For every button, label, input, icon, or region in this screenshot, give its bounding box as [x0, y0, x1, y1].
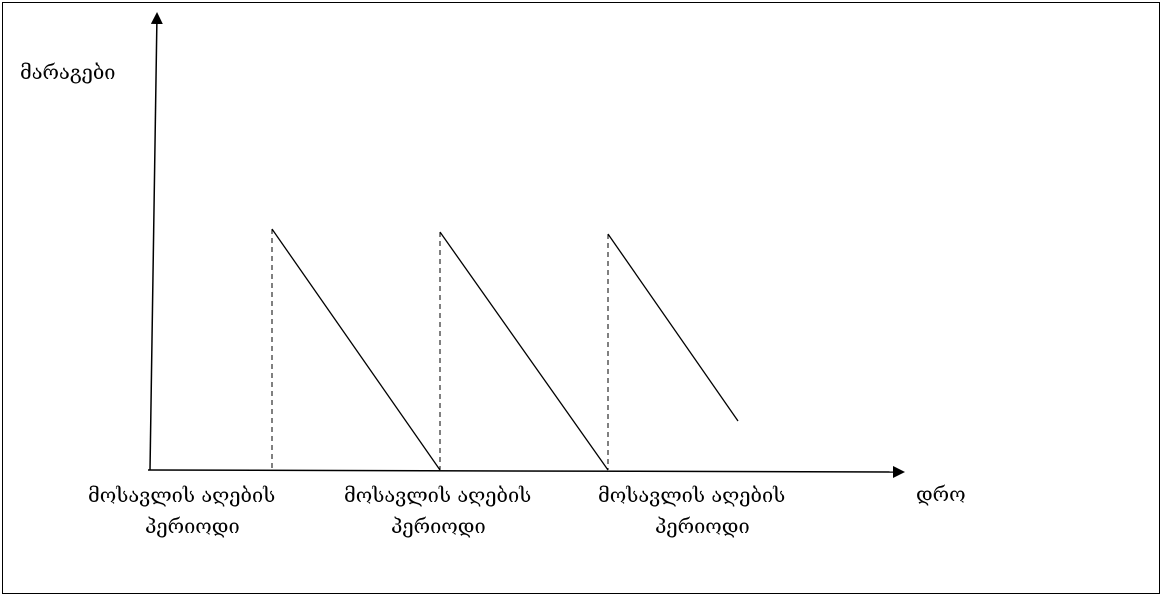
inventory-decline-3 [607, 233, 739, 422]
y-axis-label: მარაგები [20, 60, 116, 84]
period-label-3-line1: მოსავლის აღების [598, 483, 786, 507]
period-label-1-line1: მოსავლის აღების [88, 483, 276, 507]
period-label-3-line2: პერიოდი [655, 514, 750, 538]
inventory-decline-2 [439, 231, 609, 471]
x-axis [147, 465, 905, 478]
period-label-1-line2: პერიოდი [145, 514, 240, 538]
x-axis-label: დრო [916, 482, 966, 506]
inventory-decline-1 [271, 228, 441, 471]
period-label-2-line2: პერიოდი [391, 514, 486, 538]
period-label-2-line1: მოსავლის აღების [344, 483, 532, 507]
y-axis [149, 12, 163, 471]
